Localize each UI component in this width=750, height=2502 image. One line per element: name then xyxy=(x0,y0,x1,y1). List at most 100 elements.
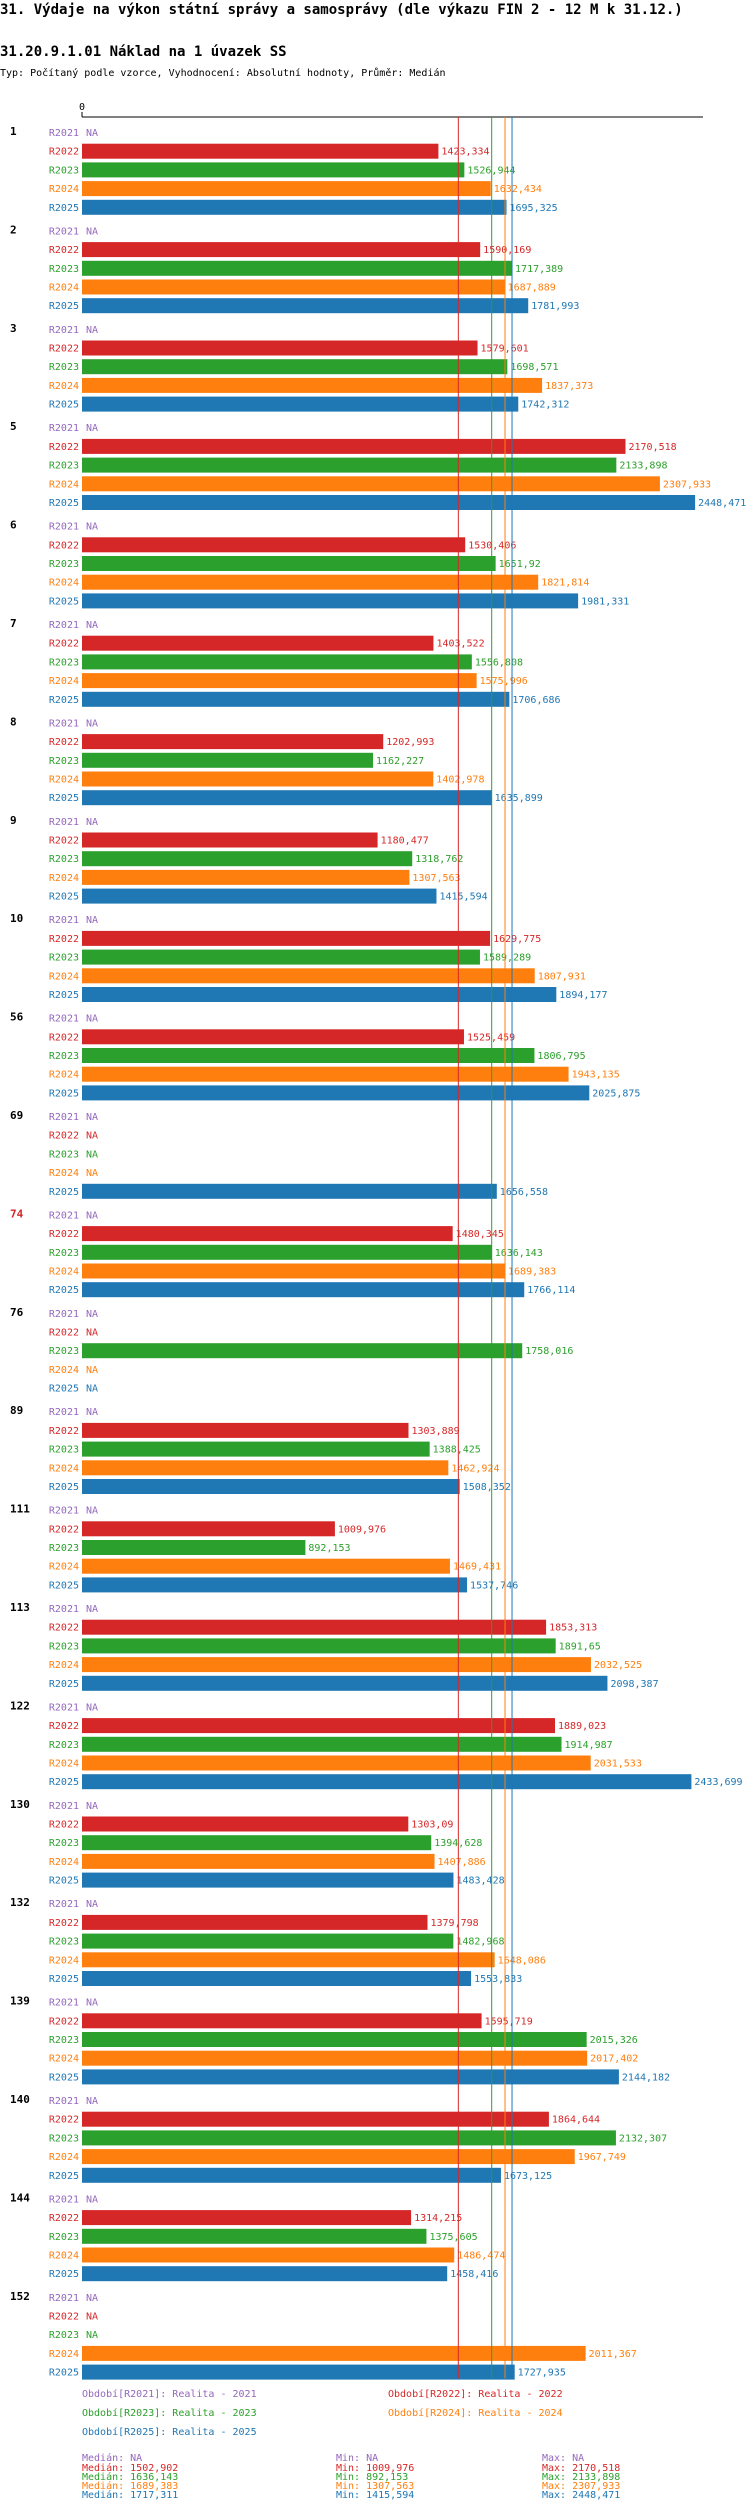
value-label: 1727,935 xyxy=(518,2368,566,2379)
bar-152-R2024 xyxy=(82,2345,586,2361)
series-label-R2022: R2022 xyxy=(49,540,79,551)
series-label-R2022: R2022 xyxy=(49,836,79,847)
series-label-R2021: R2021 xyxy=(49,2293,79,2304)
value-label-na: NA xyxy=(86,817,98,828)
legend-R2021: Období[R2021]: Realita - 2021 xyxy=(82,2389,257,2400)
series-label-R2024: R2024 xyxy=(49,578,79,589)
bar-89-R2024 xyxy=(82,1460,449,1476)
series-label-R2023: R2023 xyxy=(49,461,79,472)
bar-132-R2023 xyxy=(82,1933,454,1949)
value-label-na: NA xyxy=(86,1998,98,2009)
value-label: 1889,023 xyxy=(558,1721,606,1732)
series-label-R2023: R2023 xyxy=(49,1248,79,1259)
bar-3-R2024 xyxy=(82,377,543,393)
median-R2022: Medián: 1502,902 xyxy=(82,2463,179,2474)
bar-144-R2022 xyxy=(82,2210,412,2226)
legend-R2024: Období[R2024]: Realita - 2024 xyxy=(388,2408,563,2419)
series-label-R2021: R2021 xyxy=(49,1210,79,1221)
series-label-R2021: R2021 xyxy=(49,522,79,533)
series-label-R2021: R2021 xyxy=(49,423,79,434)
bar-140-R2023 xyxy=(82,2130,616,2146)
series-label-R2022: R2022 xyxy=(49,2115,79,2126)
group-label-111: 111 xyxy=(10,1503,30,1516)
series-label-R2025: R2025 xyxy=(49,1777,79,1788)
bar-1-R2023 xyxy=(82,162,465,178)
series-label-R2022: R2022 xyxy=(49,442,79,453)
bar-10-R2024 xyxy=(82,968,535,984)
value-label: 1636,143 xyxy=(495,1248,543,1259)
group-label-139: 139 xyxy=(10,1995,30,2008)
series-label-R2022: R2022 xyxy=(49,934,79,945)
value-label: 1806,795 xyxy=(537,1051,585,1062)
bar-7-R2023 xyxy=(82,654,472,670)
series-label-R2024: R2024 xyxy=(49,283,79,294)
bar-122-R2023 xyxy=(82,1736,562,1752)
group-label-56: 56 xyxy=(10,1011,24,1024)
value-label: 1758,016 xyxy=(525,1346,573,1357)
series-label-R2021: R2021 xyxy=(49,1407,79,1418)
legend-R2022: Období[R2022]: Realita - 2022 xyxy=(388,2389,563,2400)
group-label-8: 8 xyxy=(10,715,17,728)
value-label-na: NA xyxy=(86,423,98,434)
group-label-5: 5 xyxy=(10,420,17,433)
series-label-R2024: R2024 xyxy=(49,381,79,392)
series-label-R2025: R2025 xyxy=(49,2269,79,2280)
bar-8-R2024 xyxy=(82,771,434,787)
value-label: 1698,571 xyxy=(510,362,558,373)
series-label-R2024: R2024 xyxy=(49,2349,79,2360)
value-label: 1821,814 xyxy=(541,578,589,589)
value-label: 1981,331 xyxy=(581,596,629,607)
bar-56-R2024 xyxy=(82,1066,569,1082)
series-label-R2022: R2022 xyxy=(49,1524,79,1535)
value-label: 1891,65 xyxy=(559,1641,601,1652)
bar-113-R2024 xyxy=(82,1657,591,1673)
value-label: 1651,92 xyxy=(499,559,541,570)
series-label-R2023: R2023 xyxy=(49,1543,79,1554)
value-label-na: NA xyxy=(86,620,98,631)
series-label-R2025: R2025 xyxy=(49,1876,79,1887)
series-label-R2023: R2023 xyxy=(49,264,79,275)
value-label: 1407,886 xyxy=(438,1857,486,1868)
bar-6-R2023 xyxy=(82,556,496,571)
value-label: 1766,114 xyxy=(527,1285,575,1296)
value-label: 1162,227 xyxy=(376,756,424,767)
bar-89-R2022 xyxy=(82,1422,409,1438)
series-label-R2021: R2021 xyxy=(49,1801,79,1812)
bar-122-R2022 xyxy=(82,1718,556,1734)
group-label-74: 74 xyxy=(10,1207,24,1220)
legend-R2025: Období[R2025]: Realita - 2025 xyxy=(82,2427,257,2438)
bar-7-R2025 xyxy=(82,691,510,707)
value-label: 1687,889 xyxy=(508,283,556,294)
series-label-R2022: R2022 xyxy=(49,1918,79,1929)
bar-122-R2025 xyxy=(82,1774,692,1790)
series-label-R2024: R2024 xyxy=(49,2152,79,2163)
value-label: 1837,373 xyxy=(545,381,593,392)
value-label-na: NA xyxy=(86,2330,98,2341)
bar-9-R2023 xyxy=(82,851,413,867)
value-label: 1525,459 xyxy=(467,1032,515,1043)
min-R2025: Min: 1415,594 xyxy=(336,2490,415,2501)
value-label: 1648,086 xyxy=(498,1955,546,1966)
bar-8-R2023 xyxy=(82,752,374,768)
value-label: 1635,899 xyxy=(495,793,543,804)
value-label: 1379,798 xyxy=(431,1918,479,1929)
value-label-na: NA xyxy=(86,2194,98,2205)
bar-139-R2023 xyxy=(82,2032,587,2047)
bar-130-R2025 xyxy=(82,1872,454,1888)
series-label-R2023: R2023 xyxy=(49,1346,79,1357)
group-label-144: 144 xyxy=(10,2191,30,2204)
value-label: 1781,993 xyxy=(531,301,579,312)
series-label-R2022: R2022 xyxy=(49,1328,79,1339)
bar-1-R2024 xyxy=(82,181,491,197)
bar-132-R2025 xyxy=(82,1971,472,1986)
bar-140-R2022 xyxy=(82,2111,549,2127)
series-label-R2023: R2023 xyxy=(49,657,79,668)
value-label: 1595,719 xyxy=(485,2016,533,2027)
series-label-R2023: R2023 xyxy=(49,953,79,964)
value-label: 1629,775 xyxy=(493,934,541,945)
group-label-152: 152 xyxy=(10,2290,30,2303)
series-label-R2024: R2024 xyxy=(49,1267,79,1278)
value-label: 1943,135 xyxy=(572,1070,620,1081)
bar-8-R2022 xyxy=(82,734,384,750)
group-label-10: 10 xyxy=(10,912,23,925)
